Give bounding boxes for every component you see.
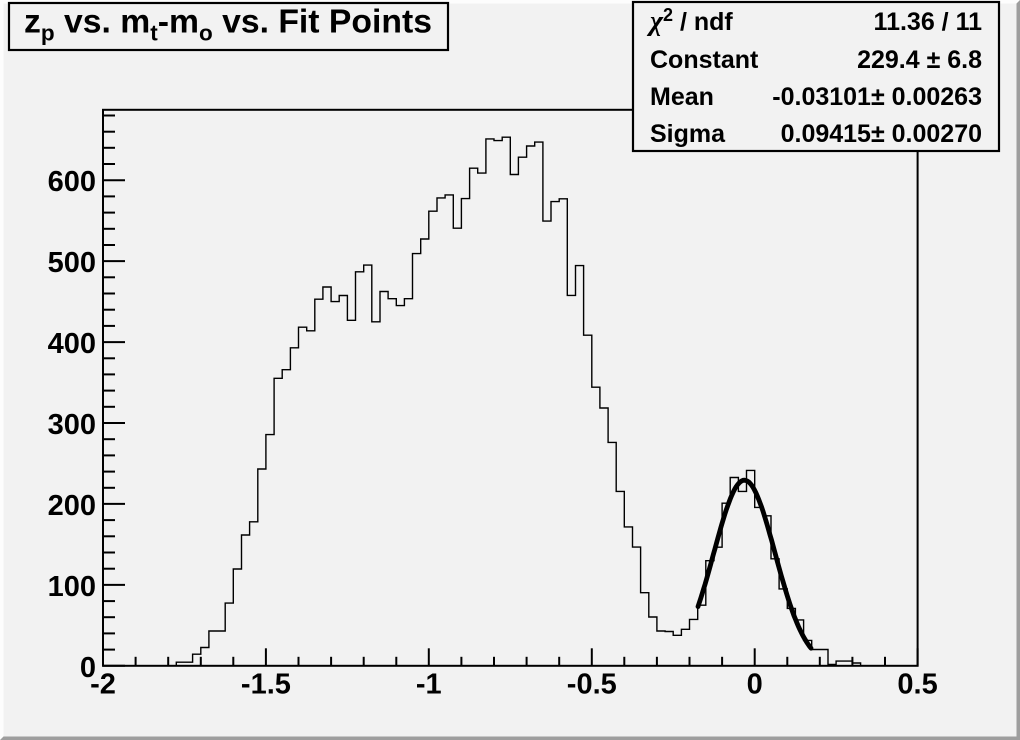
svg-text:0.5: 0.5 xyxy=(897,669,937,701)
svg-text:200: 200 xyxy=(48,490,96,522)
svg-text:-1: -1 xyxy=(416,669,442,701)
svg-text:600: 600 xyxy=(48,166,96,198)
svg-text:-2: -2 xyxy=(90,669,116,701)
svg-text:400: 400 xyxy=(48,328,96,360)
svg-text:Sigma: Sigma xyxy=(650,120,726,148)
svg-text:-1.5: -1.5 xyxy=(241,669,291,701)
svg-text:11.36 / 11: 11.36 / 11 xyxy=(874,8,983,36)
svg-text:100: 100 xyxy=(48,571,96,603)
svg-text:-0.5: -0.5 xyxy=(567,669,617,701)
svg-text:Mean: Mean xyxy=(650,83,714,111)
svg-text:zp vs. mt-mo vs. Fit Points: zp vs. mt-mo vs. Fit Points xyxy=(24,3,432,46)
svg-text:0: 0 xyxy=(747,669,763,701)
svg-text:0: 0 xyxy=(80,652,96,684)
svg-text:0.09415± 0.00270: 0.09415± 0.00270 xyxy=(781,120,982,148)
svg-text:300: 300 xyxy=(48,409,96,441)
svg-text:χ2 / ndf: χ2 / ndf xyxy=(646,5,733,37)
svg-text:500: 500 xyxy=(48,247,96,279)
svg-text:-0.03101± 0.00263: -0.03101± 0.00263 xyxy=(772,83,982,111)
svg-text:Constant: Constant xyxy=(650,46,759,74)
svg-text:229.4 ± 6.8: 229.4 ± 6.8 xyxy=(857,46,982,74)
